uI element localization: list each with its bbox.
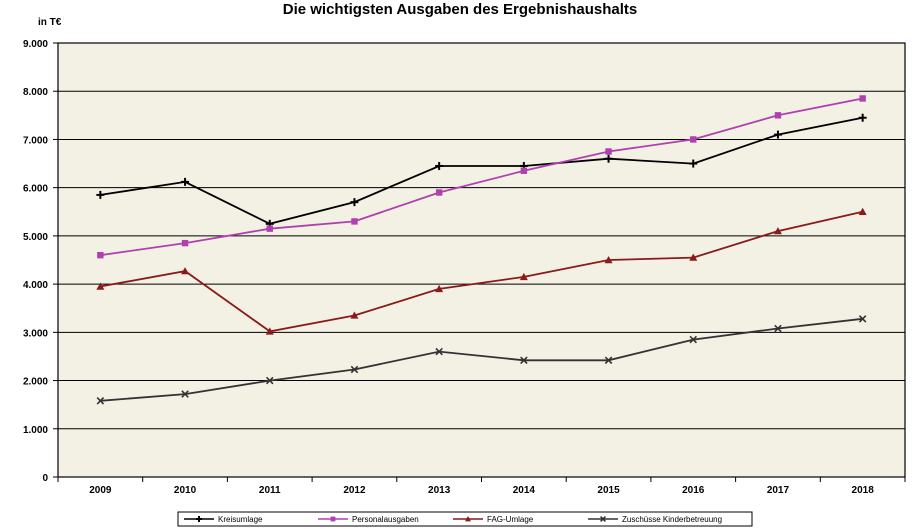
x-tick-label: 2010 — [174, 485, 197, 496]
data-point — [96, 397, 105, 405]
legend-item: Kreisumlage — [184, 515, 263, 524]
y-tick-label: 0 — [42, 473, 48, 484]
x-tick-label: 2016 — [682, 485, 705, 496]
data-point — [351, 218, 358, 225]
legend-marker — [600, 516, 606, 522]
x-tick-label: 2017 — [767, 485, 790, 496]
series-line — [100, 317, 863, 402]
data-point — [520, 167, 528, 174]
data-point — [266, 225, 273, 232]
data-point — [858, 315, 867, 323]
series-1 — [97, 95, 866, 259]
data-point — [604, 154, 613, 163]
data-point — [858, 207, 867, 215]
series-line — [100, 116, 863, 225]
legend-label: Personalausgaben — [352, 515, 419, 524]
data-point — [181, 177, 190, 186]
data-point — [435, 161, 444, 170]
chart-title: Die wichtigsten Ausgaben des Ergebnishau… — [283, 1, 638, 18]
y-tick-label: 6.000 — [23, 184, 48, 195]
y-tick-label: 8.000 — [23, 87, 48, 98]
y-tick-label: 1.000 — [23, 425, 48, 436]
data-point — [96, 190, 105, 199]
y-tick-label: 3.000 — [23, 328, 48, 339]
legend-item: Zuschüsse Kinderbetreuung — [588, 515, 722, 524]
y-tick-label: 4.000 — [23, 280, 48, 291]
series-3 — [96, 315, 867, 405]
series-lines — [96, 95, 867, 405]
data-point — [181, 390, 189, 398]
data-point — [519, 272, 528, 281]
data-point — [858, 113, 867, 122]
data-point — [689, 159, 698, 168]
data-point — [350, 311, 359, 319]
data-point — [773, 130, 782, 139]
legend: Kreisumlage Personalausgaben FAG-Umlage Zus… — [177, 511, 753, 527]
series-line — [100, 97, 863, 257]
data-point — [520, 356, 528, 365]
x-tick-label: 2018 — [852, 485, 875, 496]
data-point — [774, 112, 782, 119]
legend-label: FAG-Umlage — [487, 515, 534, 524]
x-tick-label: 2013 — [428, 485, 451, 496]
data-point — [181, 239, 189, 247]
plot-background — [57, 42, 906, 478]
data-point — [435, 284, 444, 293]
y-tick-label: 2.000 — [23, 377, 48, 388]
data-point — [773, 227, 782, 235]
legend-marker — [465, 516, 471, 522]
data-point — [690, 136, 697, 143]
legend-marker — [196, 516, 202, 522]
y-tick-label: 9.000 — [23, 39, 48, 50]
plot-area — [57, 42, 906, 478]
data-point — [265, 376, 274, 385]
series-line — [100, 210, 863, 333]
data-point — [435, 189, 443, 196]
legend-label: Kreisumlage — [218, 515, 263, 524]
legend-marker — [330, 516, 336, 522]
x-tick-label: 2012 — [343, 485, 366, 496]
x-axis-ticks: 2009 2010 2011 2012 2013 2014 2015 2016 2017 2018 — [57, 477, 906, 496]
data-point — [859, 95, 866, 102]
legend-item: FAG-Umlage — [453, 515, 534, 524]
series-2 — [96, 207, 867, 335]
legend-label: Zuschüsse Kinderbetreuung — [622, 515, 722, 524]
x-tick-label: 2011 — [259, 485, 281, 496]
data-point — [181, 267, 190, 275]
y-tick-label: 5.000 — [23, 232, 48, 243]
y-axis-ticks: 0 1.000 2.000 3.000 4.000 5.000 6.000 7.000 8.00… — [23, 39, 48, 484]
data-point — [689, 253, 698, 261]
legend-item: Personalausgaben — [318, 515, 419, 524]
y-axis-unit-label: in T€ — [38, 17, 62, 28]
data-point — [604, 356, 613, 365]
data-point — [96, 282, 105, 290]
data-point — [435, 347, 443, 356]
data-point — [350, 365, 359, 374]
data-point — [265, 327, 274, 335]
data-point — [605, 148, 612, 155]
x-tick-label: 2009 — [89, 485, 112, 496]
data-point — [350, 198, 359, 207]
data-point — [604, 256, 613, 264]
data-point — [689, 335, 698, 344]
x-tick-label: 2014 — [513, 485, 536, 496]
data-point — [97, 251, 104, 259]
x-tick-label: 2015 — [597, 485, 620, 496]
data-point — [774, 324, 782, 333]
y-tick-label: 7.000 — [23, 135, 48, 146]
